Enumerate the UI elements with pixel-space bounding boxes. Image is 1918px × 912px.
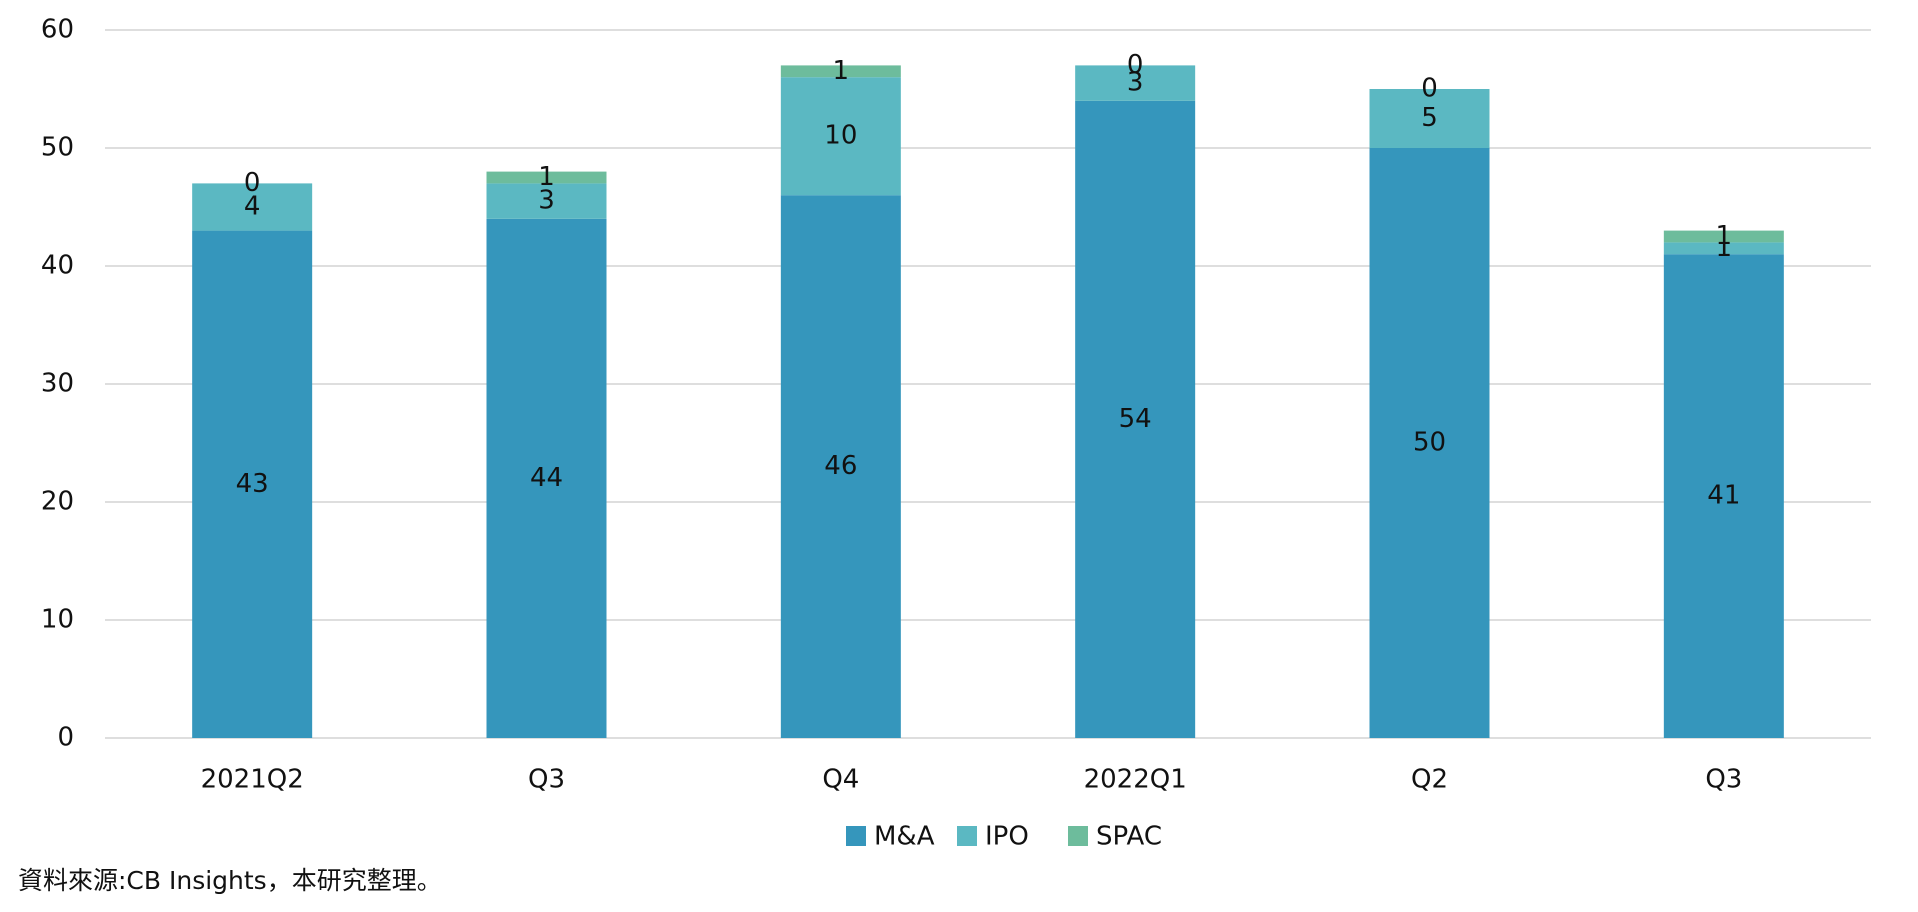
bar-segment [192,183,313,231]
data-label: 54 [1119,404,1152,434]
bar-segment [780,195,901,738]
source-note: 資料來源:CB Insights，本研究整理。 [18,866,442,895]
bar-segment [486,218,607,739]
bar-segment [1369,148,1490,738]
bar-segment [1663,254,1784,738]
data-label: 41 [1707,481,1740,511]
y-tick-label: 60 [41,15,74,45]
x-tick-label: 2022Q1 [1084,765,1187,795]
data-label: 1 [833,56,850,86]
data-label: 0 [244,168,261,198]
data-label: 5 [1421,103,1438,133]
legend-label: IPO [985,822,1029,852]
bar-segment [780,65,901,78]
bar-segment [192,230,313,738]
x-tick-label: Q4 [822,765,859,795]
data-label: 46 [824,451,857,481]
data-label: 3 [1127,68,1144,98]
data-label: 1 [538,162,555,192]
bar-segment [780,77,901,196]
y-tick-label: 40 [41,251,74,281]
data-label: 43 [236,469,269,499]
y-tick-label: 10 [41,605,74,635]
bar-segment [486,171,607,184]
bar-segment [1663,242,1784,255]
legend-label: M&A [874,822,935,852]
bar-segment [1369,89,1490,148]
data-label: 50 [1413,428,1446,458]
x-tick-label: Q3 [528,765,565,795]
bar-segment [1075,65,1196,101]
x-tick-label: 2021Q2 [201,765,304,795]
legend-swatch [1068,826,1088,846]
bar-segment [486,183,607,219]
legend-swatch [846,826,866,846]
data-label: 1 [1716,221,1733,251]
data-label: 0 [1421,74,1438,104]
data-label: 44 [530,463,563,493]
legend-swatch [957,826,977,846]
data-label: 3 [538,186,555,216]
data-label: 0 [1127,50,1144,80]
x-tick-label: Q3 [1705,765,1742,795]
x-tick-label: Q2 [1411,765,1448,795]
data-label: 10 [824,121,857,151]
data-label: 4 [244,192,261,222]
y-tick-label: 0 [57,723,74,753]
bar-segment [1075,100,1196,739]
bar-segment [1663,230,1784,243]
y-tick-label: 30 [41,369,74,399]
y-tick-label: 50 [41,133,74,163]
legend-label: SPAC [1096,822,1162,852]
y-tick-label: 20 [41,487,74,517]
